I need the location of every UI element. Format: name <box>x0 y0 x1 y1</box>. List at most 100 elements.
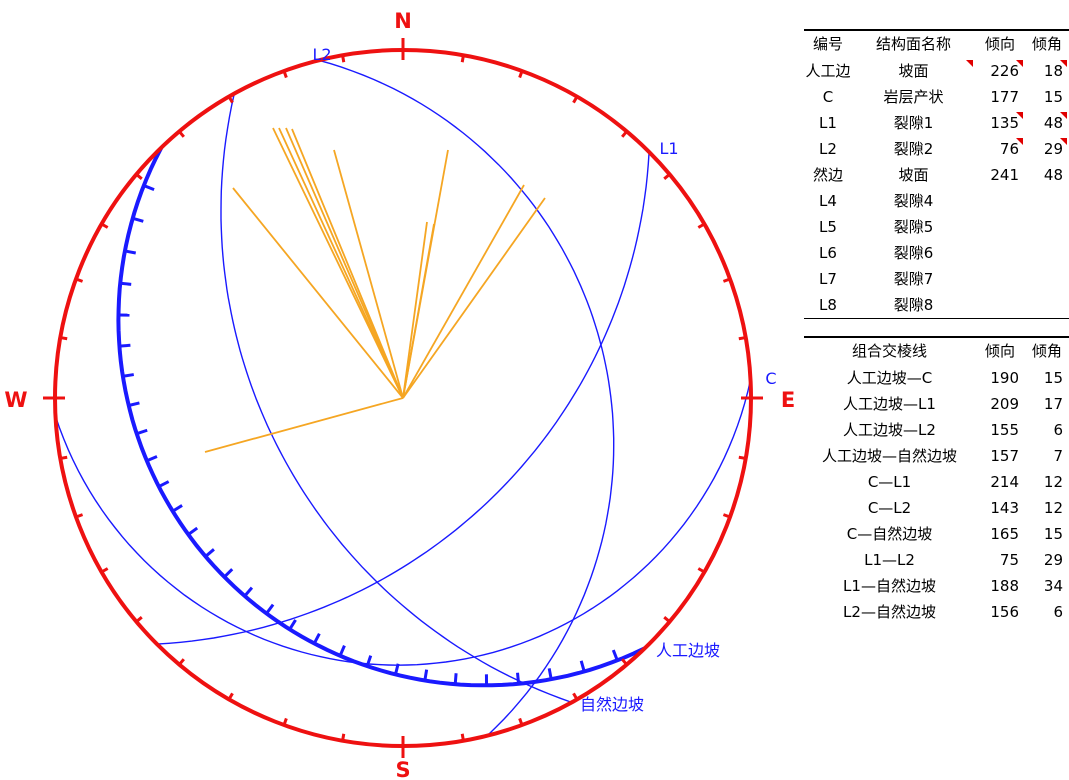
plane-id-cell: L5 <box>819 218 837 236</box>
slope-hachure <box>132 216 144 223</box>
plane-row: L7 裂隙7 <box>804 266 1069 292</box>
slope-hachure <box>136 428 148 436</box>
intersection-plunge-cell: 34 <box>1043 577 1063 595</box>
intersection-plunge-cell: 7 <box>1053 447 1063 465</box>
plane-label-C: C <box>765 369 776 388</box>
degree-tick <box>227 692 234 701</box>
intersection-name-cell: C—自然边坡 <box>846 525 933 543</box>
intersection-plunge-cell: 15 <box>1043 525 1063 543</box>
slope-hachure <box>143 184 155 191</box>
plane-name-cell: 裂隙5 <box>893 218 934 236</box>
degree-tick <box>178 658 185 666</box>
degree-tick <box>518 717 524 726</box>
plane-dip-cell <box>1025 214 1069 240</box>
plane-label-group: 人工边坡 C L1 L2 自然边坡 <box>312 45 776 714</box>
degree-tick <box>460 733 465 741</box>
plane-row: 人工边 坡面 226 18 <box>804 58 1069 84</box>
intersection-row: C—L1 214 12 <box>804 469 1069 495</box>
plane-dip-cell <box>1025 240 1069 266</box>
degree-tick <box>60 336 68 341</box>
planes-table-panel: 编号 结构面名称 倾向 倾角 人工边 坡面 226 18 C 岩层产状 177 15 L1 裂隙1… <box>804 29 1069 319</box>
intersection-trend-cell: 156 <box>990 603 1019 621</box>
plane-id-cell: 然边 <box>812 166 843 184</box>
intersection-plunge-cell: 12 <box>1043 499 1063 517</box>
slope-hachure <box>611 649 619 661</box>
intersection-trend-cell: 165 <box>990 525 1019 543</box>
intersection-name-cell: 人工边坡—L1 <box>843 395 936 413</box>
plane-id-cell: L2 <box>819 140 837 158</box>
header-name: 结构面名称 <box>875 35 951 53</box>
degree-tick <box>697 567 706 574</box>
pole-line <box>402 184 525 399</box>
intersection-row: 人工边坡—C 190 15 <box>804 365 1069 391</box>
plane-dip-direction-cell: 135 <box>975 110 1025 136</box>
degree-tick <box>572 95 579 104</box>
pole-line <box>272 127 404 399</box>
degree-tick <box>75 277 84 283</box>
intersections-table-header: 组合交棱线 倾向 倾角 <box>804 337 1069 365</box>
degree-tick <box>697 222 706 229</box>
plane-row: L8 裂隙8 <box>804 292 1069 319</box>
great-circle-C <box>54 379 752 666</box>
plane-row: L1 裂隙1 135 48 <box>804 110 1069 136</box>
slope-hachure <box>119 343 131 348</box>
plane-id-cell: C <box>822 88 834 106</box>
intersection-name-cell: 人工边坡—L2 <box>843 421 936 439</box>
intersection-row: C—L2 143 12 <box>804 495 1069 521</box>
degree-tick <box>100 567 109 574</box>
header-dip-direction: 倾向 <box>984 35 1015 53</box>
degree-tick <box>75 513 84 519</box>
compass-south-label: S <box>395 758 410 780</box>
slope-hachure <box>128 401 140 407</box>
plane-dip-direction-cell <box>975 214 1025 240</box>
degree-tick <box>722 513 731 519</box>
intersection-trend-cell: 157 <box>990 447 1019 465</box>
intersection-trend-cell: 190 <box>990 369 1019 387</box>
plane-dip-direction-cell: 177 <box>990 88 1019 106</box>
slope-hachure <box>365 655 373 667</box>
pole-line-group <box>204 127 546 453</box>
slope-hachure <box>223 568 234 578</box>
plane-dip-direction-cell <box>975 266 1025 292</box>
pole-line <box>291 128 404 399</box>
plane-label-L2: L2 <box>312 45 331 64</box>
header-id: 编号 <box>812 35 843 53</box>
intersection-row: 人工边坡—L2 155 6 <box>804 417 1069 443</box>
planes-table-header: 编号 结构面名称 倾向 倾角 <box>804 30 1069 58</box>
plane-name-cell: 坡面 <box>898 166 929 184</box>
plane-dip-direction-cell: 241 <box>990 166 1019 184</box>
intersection-trend-cell: 209 <box>990 395 1019 413</box>
slope-hachure <box>204 548 215 558</box>
slope-hachure <box>171 504 183 513</box>
intersection-name-cell: L2—自然边坡 <box>843 603 936 621</box>
slope-hachure <box>516 672 521 684</box>
intersection-plunge-cell: 6 <box>1053 603 1063 621</box>
intersection-row: L1—L2 75 29 <box>804 547 1069 573</box>
pole-line <box>278 127 404 399</box>
plane-id-cell: L8 <box>819 296 837 314</box>
intersection-row: 人工边坡—L1 209 17 <box>804 391 1069 417</box>
slope-hachure <box>394 663 400 675</box>
great-circle-L1 <box>156 151 650 645</box>
plane-dip-cell <box>1025 188 1069 214</box>
slope-hachure <box>265 603 275 615</box>
intersection-name-cell: C—L2 <box>867 499 912 517</box>
plane-id-cell: L7 <box>819 270 837 288</box>
intersection-name-cell: 人工边坡—C <box>846 369 933 387</box>
intersection-plunge-cell: 17 <box>1043 395 1063 413</box>
plane-name-cell: 裂隙1 <box>893 114 934 132</box>
plane-dip-cell: 48 <box>1043 166 1063 184</box>
slope-hachure <box>243 586 254 597</box>
degree-tick <box>227 95 234 104</box>
slope-hachure <box>120 281 132 286</box>
plane-dip-cell: 29 <box>1025 136 1069 162</box>
intersection-name-cell: C—L1 <box>867 473 912 491</box>
plane-id-cell: L4 <box>819 192 837 210</box>
degree-tick <box>738 455 746 460</box>
great-circle-人工边坡 <box>116 146 646 688</box>
plane-name-cell: 裂隙7 <box>893 270 934 288</box>
degree-tick <box>282 717 288 726</box>
plane-dip-direction-cell: 226 <box>975 58 1025 84</box>
slope-hachure <box>122 373 135 378</box>
intersection-plunge-cell: 6 <box>1053 421 1063 439</box>
